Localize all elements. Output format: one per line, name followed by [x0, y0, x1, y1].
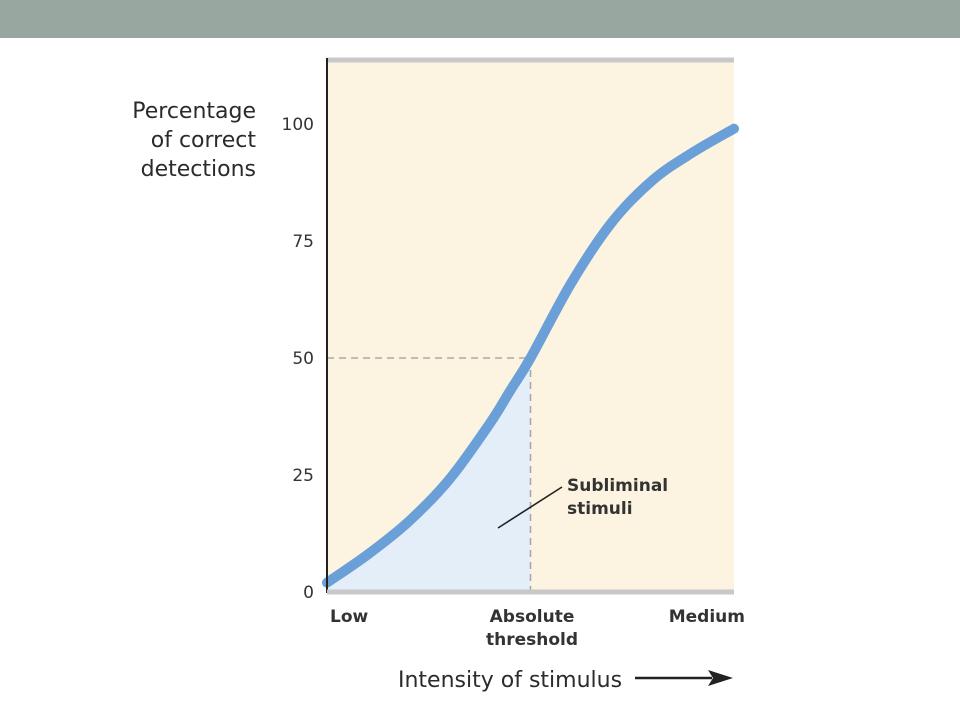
subliminal-region: [327, 358, 531, 592]
y-tick-0: 0: [303, 583, 314, 603]
subliminal-pointer-line: [497, 486, 563, 529]
y-axis-label-line-2: of correct: [151, 128, 257, 153]
y-axis-label-line-3: detections: [141, 157, 256, 182]
x-axis-arrow-head: [708, 670, 733, 686]
x-tick-threshold-line-2: threshold: [486, 630, 578, 650]
detection-curve: [322, 123, 739, 588]
slide-header-bar: [0, 0, 960, 38]
x-tick-medium: Medium: [669, 607, 745, 627]
y-tick-50: 50: [292, 349, 314, 369]
x-tick-low: Low: [330, 607, 369, 627]
x-axis-label: Intensity of stimulus: [398, 668, 622, 693]
y-axis-label-line-1: Percentage: [132, 99, 256, 124]
y-tick-75: 75: [292, 232, 314, 252]
y-tick-25: 25: [292, 466, 314, 486]
annotation-line-1: Subliminal: [567, 476, 668, 496]
y-tick-100: 100: [282, 115, 314, 135]
x-tick-threshold-line-1: Absolute: [490, 607, 575, 627]
annotation-line-2: stimuli: [567, 499, 633, 519]
